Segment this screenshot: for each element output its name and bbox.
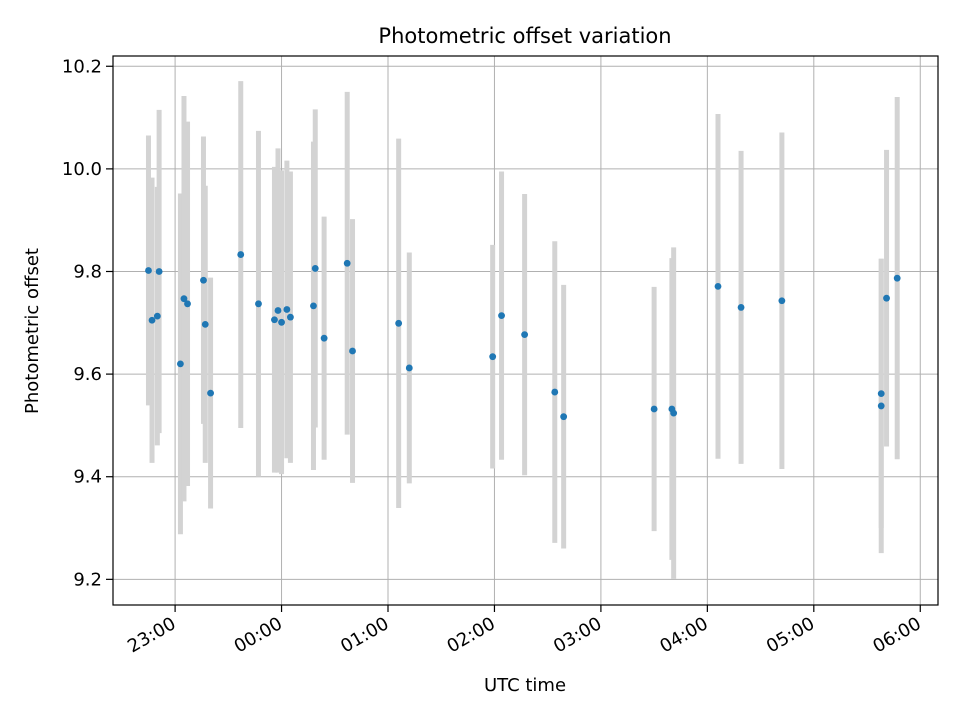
data-point — [153, 312, 161, 320]
data-point — [893, 274, 901, 282]
data-point — [343, 259, 351, 267]
plot-frame — [112, 55, 939, 606]
chart-title: Photometric offset variation — [378, 24, 671, 48]
data-point — [498, 312, 505, 320]
y-tick-label: 9.6 — [73, 364, 102, 385]
data-point — [489, 353, 497, 361]
data-point — [184, 300, 191, 308]
data-point — [271, 316, 278, 324]
data-point — [650, 405, 658, 413]
data-point — [177, 360, 184, 368]
data-point — [349, 347, 356, 355]
data-point — [237, 251, 245, 258]
data-point — [283, 306, 291, 313]
data-point — [714, 282, 722, 290]
y-tick-label: 9.8 — [73, 261, 102, 282]
data-point — [521, 331, 529, 339]
data-point — [877, 402, 885, 410]
markers — [145, 251, 901, 421]
data-point — [883, 294, 890, 302]
data-point — [255, 300, 262, 308]
data-point — [274, 307, 282, 314]
y-axis-label: Photometric offset — [22, 248, 43, 414]
data-point — [405, 364, 413, 372]
data-point — [877, 390, 885, 398]
data-point — [395, 319, 403, 327]
grid — [113, 56, 938, 605]
data-point — [155, 268, 163, 275]
y-tick-label: 9.2 — [73, 569, 102, 590]
data-point — [320, 334, 328, 342]
data-point — [551, 388, 559, 396]
data-point — [148, 316, 156, 324]
data-point — [287, 313, 294, 321]
y-tick-label: 10.0 — [62, 159, 102, 180]
data-point — [778, 297, 786, 305]
data-point — [310, 302, 317, 310]
data-point — [278, 318, 285, 326]
data-point — [737, 304, 745, 311]
data-point — [560, 413, 568, 421]
data-point — [180, 295, 188, 303]
y-axis: 9.2 9.4 9.6 9.8 10.0 10.2 — [62, 56, 113, 590]
data-point — [311, 265, 319, 272]
data-point — [145, 267, 152, 274]
data-point — [207, 389, 214, 397]
y-tick-label: 10.2 — [62, 56, 102, 77]
y-tick-label: 9.4 — [73, 467, 102, 488]
data-point — [201, 320, 209, 328]
data-point — [670, 409, 678, 417]
data-point — [200, 276, 207, 284]
x-axis-label: UTC time — [484, 675, 566, 696]
